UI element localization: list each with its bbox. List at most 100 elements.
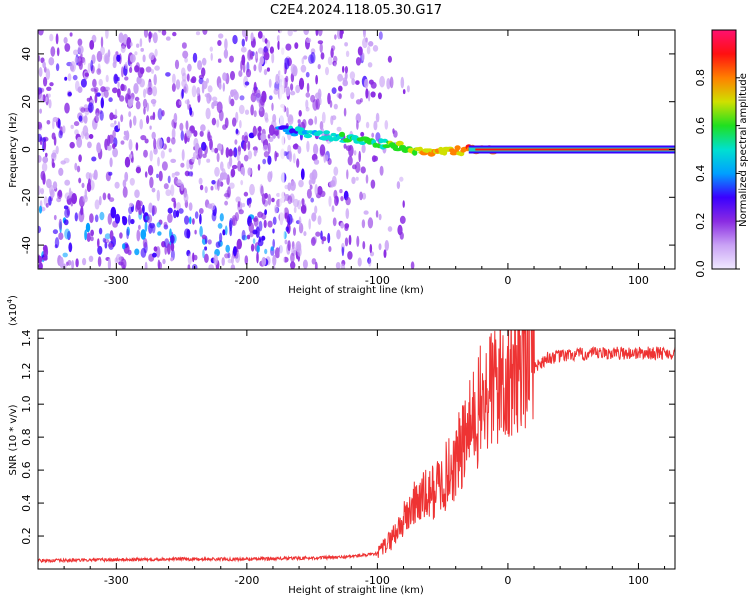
noise-blob — [356, 235, 360, 247]
noise-blob — [90, 236, 94, 242]
noise-blob — [396, 181, 401, 190]
noise-blob — [293, 198, 299, 208]
noise-blob — [271, 52, 275, 64]
noise-blob — [285, 226, 289, 233]
noise-blob — [309, 184, 313, 190]
noise-blob — [253, 81, 257, 94]
noise-blob — [272, 254, 277, 267]
noise-blob — [54, 244, 58, 249]
noise-blob — [114, 181, 120, 189]
noise-blob — [198, 77, 204, 85]
noise-blob — [100, 46, 105, 56]
noise-blob — [104, 241, 108, 249]
noise-blob — [253, 149, 257, 157]
noise-blob — [165, 189, 172, 197]
noise-blob — [209, 46, 213, 52]
noise-blob — [235, 128, 239, 135]
noise-blob — [346, 169, 349, 180]
noise-blob — [171, 197, 176, 202]
noise-blob — [244, 135, 249, 144]
noise-blob — [222, 82, 225, 92]
noise-blob — [303, 30, 309, 36]
noise-blob — [241, 134, 245, 142]
noise-blob — [367, 90, 371, 102]
noise-blob — [343, 107, 347, 117]
noise-blob — [256, 245, 260, 253]
noise-blob — [328, 246, 332, 252]
noise-blob — [84, 72, 90, 77]
noise-blob — [142, 54, 146, 63]
noise-blob — [114, 108, 118, 118]
x-tick-label: -100 — [365, 574, 390, 587]
noise-blob — [57, 190, 63, 200]
noise-blob — [201, 57, 207, 66]
noise-blob — [84, 229, 87, 241]
noise-blob — [245, 68, 252, 78]
noise-blob — [267, 134, 271, 139]
noise-blob — [181, 149, 185, 161]
noise-blob — [126, 228, 129, 240]
colorbar-label: Normalized spectral amplitude — [738, 73, 749, 227]
noise-blob — [103, 89, 109, 99]
noise-blob — [244, 81, 250, 86]
noise-blob — [268, 124, 275, 136]
noise-blob — [293, 227, 296, 236]
noise-blob — [196, 86, 201, 96]
noise-blob — [213, 254, 218, 266]
noise-blob — [355, 57, 362, 66]
noise-blob — [147, 165, 154, 176]
noise-blob — [250, 104, 254, 116]
noise-blob — [294, 42, 299, 49]
noise-blob — [51, 158, 55, 167]
noise-blob — [110, 123, 115, 128]
noise-blob — [129, 119, 132, 129]
noise-blob — [286, 107, 289, 118]
noise-blob — [333, 61, 337, 67]
noise-blob — [87, 141, 92, 149]
noise-blob — [78, 115, 83, 122]
spectrogram-x-axis-label: Height of straight line (km) — [288, 285, 424, 296]
noise-blob — [339, 189, 343, 194]
noise-blob — [350, 92, 355, 100]
noise-blob — [222, 124, 227, 130]
noise-blob — [303, 55, 308, 60]
snr-frame — [37, 329, 676, 570]
noise-blob — [314, 261, 318, 269]
noise-blob — [229, 217, 233, 230]
noise-blob — [137, 67, 144, 78]
noise-blob — [156, 173, 159, 179]
noise-blob — [230, 264, 236, 269]
noise-blob — [300, 204, 307, 214]
noise-blob — [225, 244, 230, 253]
noise-blob — [362, 37, 368, 49]
noise-blob — [104, 233, 111, 240]
noise-blob — [344, 42, 348, 47]
y-tick-label: 1.4 — [20, 329, 33, 347]
noise-blob — [305, 106, 310, 112]
noise-blob — [140, 229, 147, 240]
signal-blob — [417, 146, 423, 152]
noise-blob — [189, 216, 192, 225]
noise-blob — [175, 79, 181, 90]
noise-blob — [275, 73, 280, 85]
noise-blob — [143, 30, 149, 38]
noise-blob — [77, 38, 83, 47]
noise-blob — [186, 130, 192, 139]
noise-blob — [183, 83, 189, 94]
noise-blob — [157, 156, 160, 167]
noise-blob — [151, 69, 154, 74]
snr-scale-label-text: (x10 — [8, 303, 19, 326]
noise-blob — [287, 182, 292, 191]
noise-blob — [94, 88, 98, 95]
noise-blob — [262, 144, 269, 152]
noise-blob — [120, 140, 125, 145]
noise-blob — [148, 202, 153, 213]
noise-blob — [338, 93, 342, 100]
colorbar-frame — [711, 29, 737, 270]
signal-blob — [359, 141, 366, 146]
noise-blob — [250, 50, 254, 60]
noise-blob — [140, 247, 147, 258]
noise-blob — [298, 216, 302, 227]
noise-blob — [108, 171, 113, 176]
